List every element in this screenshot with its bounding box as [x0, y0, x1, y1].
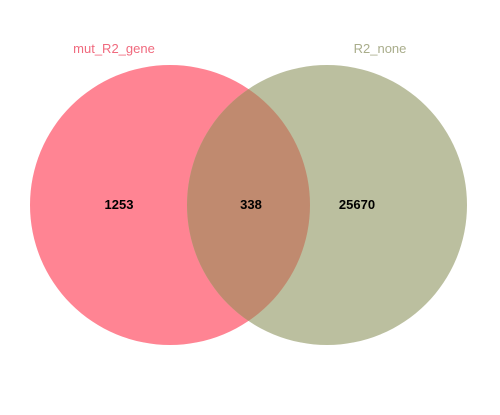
- set-label-r2-none: R2_none: [354, 41, 407, 56]
- count-left-only: 1253: [105, 197, 134, 212]
- count-right-only: 25670: [339, 197, 375, 212]
- intersection-region: [187, 65, 310, 345]
- set-label-mut-r2-gene: mut_R2_gene: [73, 41, 155, 56]
- count-intersection: 338: [240, 197, 262, 212]
